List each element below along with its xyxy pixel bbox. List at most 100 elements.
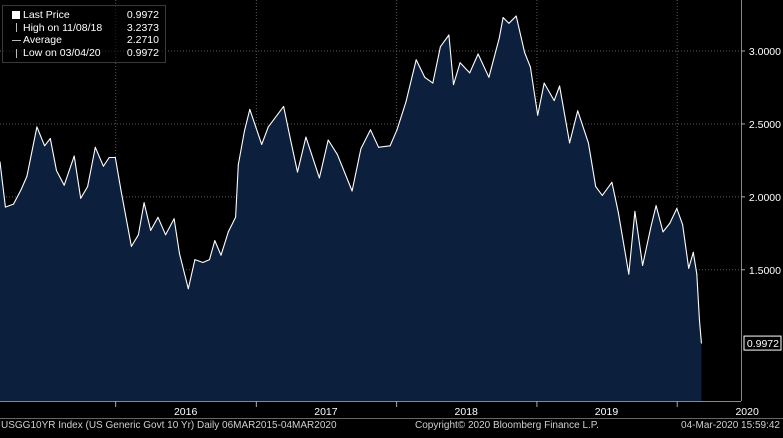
data-point [120,190,122,192]
data-point [0,161,1,163]
data-point [587,142,589,144]
data-point [4,206,6,208]
data-point [488,76,490,78]
footer-security-info: USGG10YR Index (US Generic Govt 10 Yr) D… [1,420,337,431]
data-point [448,34,450,36]
data-point [327,139,329,141]
legend: Last Price 0.9972 High on 11/08/18 3.237… [2,5,166,64]
data-point [165,234,167,236]
data-point [336,154,338,156]
data-point [617,212,619,214]
data-point [220,254,222,256]
legend-value: 0.9972 [126,46,159,59]
dash-icon [9,39,23,41]
data-point [94,146,96,148]
data-point [559,85,561,87]
data-point [249,108,251,110]
data-point [209,259,210,261]
tick-icon [9,23,23,33]
x-tick-label: 2016 [174,406,198,418]
data-point [432,82,434,84]
data-point [405,101,407,103]
x-tick-label: 2019 [595,406,619,418]
data-point [137,234,139,236]
data-point [194,259,196,261]
data-point [601,194,603,196]
y-tick-label: 2.5000 [749,119,781,131]
data-point [469,72,471,74]
data-point [283,105,285,107]
data-point [261,143,263,145]
y-tick-label: 1.5000 [749,265,781,277]
data-point [655,205,657,207]
data-point [502,17,504,18]
data-point [267,126,269,128]
data-point [537,114,539,116]
data-point [157,216,159,218]
data-point [202,262,204,263]
data-point [179,253,180,255]
data-point [360,148,362,150]
data-point [642,264,644,266]
footer-timestamp: 04-Mar-2020 15:59:42 [681,420,780,431]
y-tick-label: 2.0000 [749,192,781,204]
data-point [214,240,216,242]
legend-item-last-price: Last Price 0.9972 [9,9,159,22]
legend-item-average: Average 2.2710 [9,34,159,47]
data-point [237,164,239,166]
data-point [650,225,652,227]
data-point [187,288,189,290]
data-point [508,22,510,24]
data-point [577,110,579,112]
legend-item-high: High on 11/08/18 3.2373 [9,22,159,35]
data-point [669,222,671,224]
x-tick-label: 2017 [314,406,338,418]
data-point [611,181,613,183]
x-tick-label: 2018 [455,406,479,418]
data-point [63,184,65,186]
legend-value: 3.2373 [126,21,159,34]
data-point [699,320,700,322]
data-point [370,129,371,131]
data-point [20,189,22,191]
data-point [688,267,690,269]
data-point [662,231,664,233]
data-point [529,66,531,68]
data-point [243,130,245,132]
data-point [700,342,702,344]
series-area [0,16,702,401]
data-point [227,231,229,233]
series-line [0,15,702,344]
data-point [553,100,555,102]
data-point [13,203,14,205]
data-point [515,15,517,17]
data-point [415,59,417,61]
x-tick-label: 2020 [735,406,759,418]
data-point [634,210,636,212]
legend-label: Last Price [23,9,70,21]
data-point [424,76,426,78]
data-point [73,155,75,157]
data-point [389,145,391,147]
data-point [44,145,46,147]
data-point [453,84,454,86]
legend-item-low: Low on 03/04/20 0.9972 [9,47,159,60]
data-point [235,216,237,218]
axis-layer: 3.0000 2.5000 2.0000 1.5000 0.9972 2016 2017 20… [0,0,783,419]
area-layer [0,15,702,401]
data-point [150,229,152,231]
data-point [543,82,545,84]
data-point [114,157,116,158]
data-point [696,273,698,275]
legend-label: High on 11/08/18 [23,21,103,34]
data-point [692,251,694,253]
data-point [318,177,320,179]
data-point [290,139,292,141]
data-point [108,157,110,158]
data-point [498,37,500,39]
legend-label: Average [23,34,62,47]
footer-copyright: Copyright© 2020 Bloomberg Finance L.P. [415,420,599,431]
data-point [143,202,145,204]
